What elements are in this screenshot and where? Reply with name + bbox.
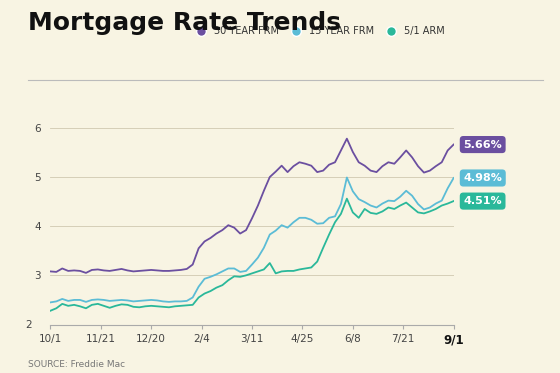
Text: 4.98%: 4.98% bbox=[463, 173, 502, 183]
Text: 5.66%: 5.66% bbox=[463, 140, 502, 150]
Text: 2: 2 bbox=[26, 320, 32, 329]
Text: Mortgage Rate Trends: Mortgage Rate Trends bbox=[28, 11, 341, 35]
Legend: 30 YEAR FRM, 15 YEAR FRM, 5/1 ARM: 30 YEAR FRM, 15 YEAR FRM, 5/1 ARM bbox=[188, 22, 449, 40]
Text: SOURCE: Freddie Mac: SOURCE: Freddie Mac bbox=[28, 360, 125, 369]
Text: 4.51%: 4.51% bbox=[463, 196, 502, 206]
